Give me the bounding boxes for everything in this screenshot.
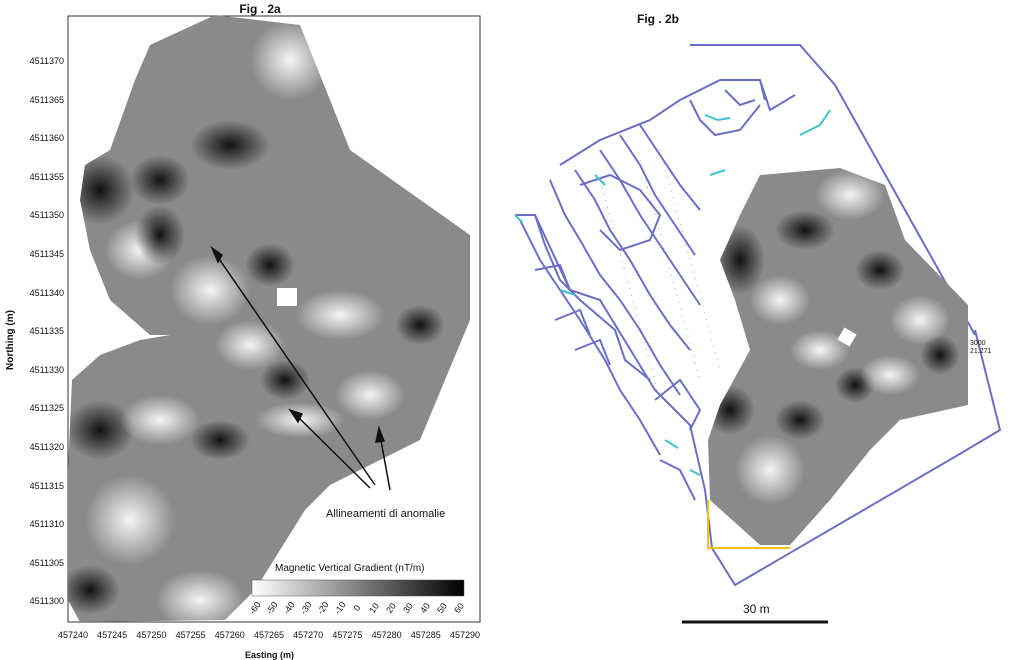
x-tick-label: 457255	[175, 630, 206, 640]
marker-label-1: 3000	[970, 340, 986, 347]
x-tick-label: 457275	[332, 630, 363, 640]
fig-2a-title: Fig . 2a	[239, 2, 281, 16]
x-tick-label: 457270	[293, 630, 324, 640]
building-plan	[515, 44, 1002, 587]
y-tick-label: 4511360	[29, 133, 64, 144]
x-tick-label: 457280	[371, 630, 402, 640]
y-tick-label: 4511370	[29, 56, 64, 66]
y-tick-label: 4511340	[29, 287, 64, 298]
x-tick-label: 457285	[410, 630, 441, 640]
x-tick-label: 457240	[57, 630, 89, 640]
y-tick-label: 4511330	[29, 364, 64, 375]
x-tick-label: 457265	[253, 630, 285, 640]
marker-label-2: 21.271	[970, 348, 992, 355]
y-tick-label: 4511355	[29, 171, 64, 182]
x-tick-label: 457290	[449, 630, 481, 640]
y-tick-label: 4511325	[29, 403, 64, 414]
y-tick-label: 4511350	[29, 210, 64, 221]
y-tick-label: 4511300	[29, 596, 64, 607]
x-tick-label: 457250	[136, 630, 167, 640]
x-axis-label: Easting (m)	[245, 650, 295, 660]
y-tick-label: 4511320	[29, 442, 64, 452]
y-tick-label: 4511305	[29, 557, 64, 568]
legend-title: Magnetic Vertical Gradient (nT/m)	[275, 563, 425, 574]
y-tick-label: 4511335	[29, 326, 64, 337]
y-tick-label: 4511365	[29, 94, 64, 105]
scale-bar-label: 30 m	[743, 602, 770, 616]
x-tick-label: 457260	[214, 630, 245, 640]
x-tick-label: 457245	[97, 630, 128, 640]
annotation-label: Allineamenti di anomalie	[326, 508, 446, 520]
y-tick-label: 4511345	[29, 249, 64, 259]
y-tick-label: 4511310	[29, 519, 64, 530]
y-tick-label: 4511315	[29, 480, 64, 491]
fig-2b-title: Fig . 2b	[637, 12, 679, 26]
